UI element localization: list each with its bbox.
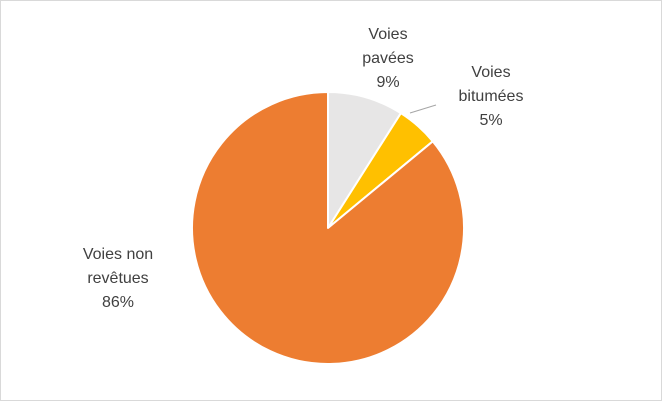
label-voies-bitumees: Voies bitumées 5% bbox=[459, 64, 524, 129]
slice-voies-non-revetues bbox=[191, 91, 465, 365]
label-voies-pavees: Voies pavées 9% bbox=[362, 26, 414, 91]
data-labels: Voies pavées 9% Voies bitumées 5% Voies non rev… bbox=[83, 26, 524, 311]
label-voies-pavees-value: 9% bbox=[376, 74, 399, 91]
label-voies-bitumees-line-2: bitumées bbox=[459, 88, 524, 105]
label-voies-bitumees-line-1: Voies bbox=[471, 64, 510, 81]
label-voies-non-revetues: Voies non revêtues 86% bbox=[83, 246, 153, 311]
label-voies-bitumees-value: 5% bbox=[479, 112, 502, 129]
label-voies-non-revetues-line-1: Voies non bbox=[83, 246, 153, 263]
label-voies-non-revetues-value: 86% bbox=[102, 294, 134, 311]
leader-line-bitumees bbox=[409, 104, 437, 114]
label-voies-pavees-line-2: pavées bbox=[362, 50, 414, 67]
label-voies-pavees-line-1: Voies bbox=[368, 26, 407, 43]
pie-slices bbox=[191, 91, 465, 365]
label-voies-non-revetues-line-2: revêtues bbox=[87, 270, 148, 287]
